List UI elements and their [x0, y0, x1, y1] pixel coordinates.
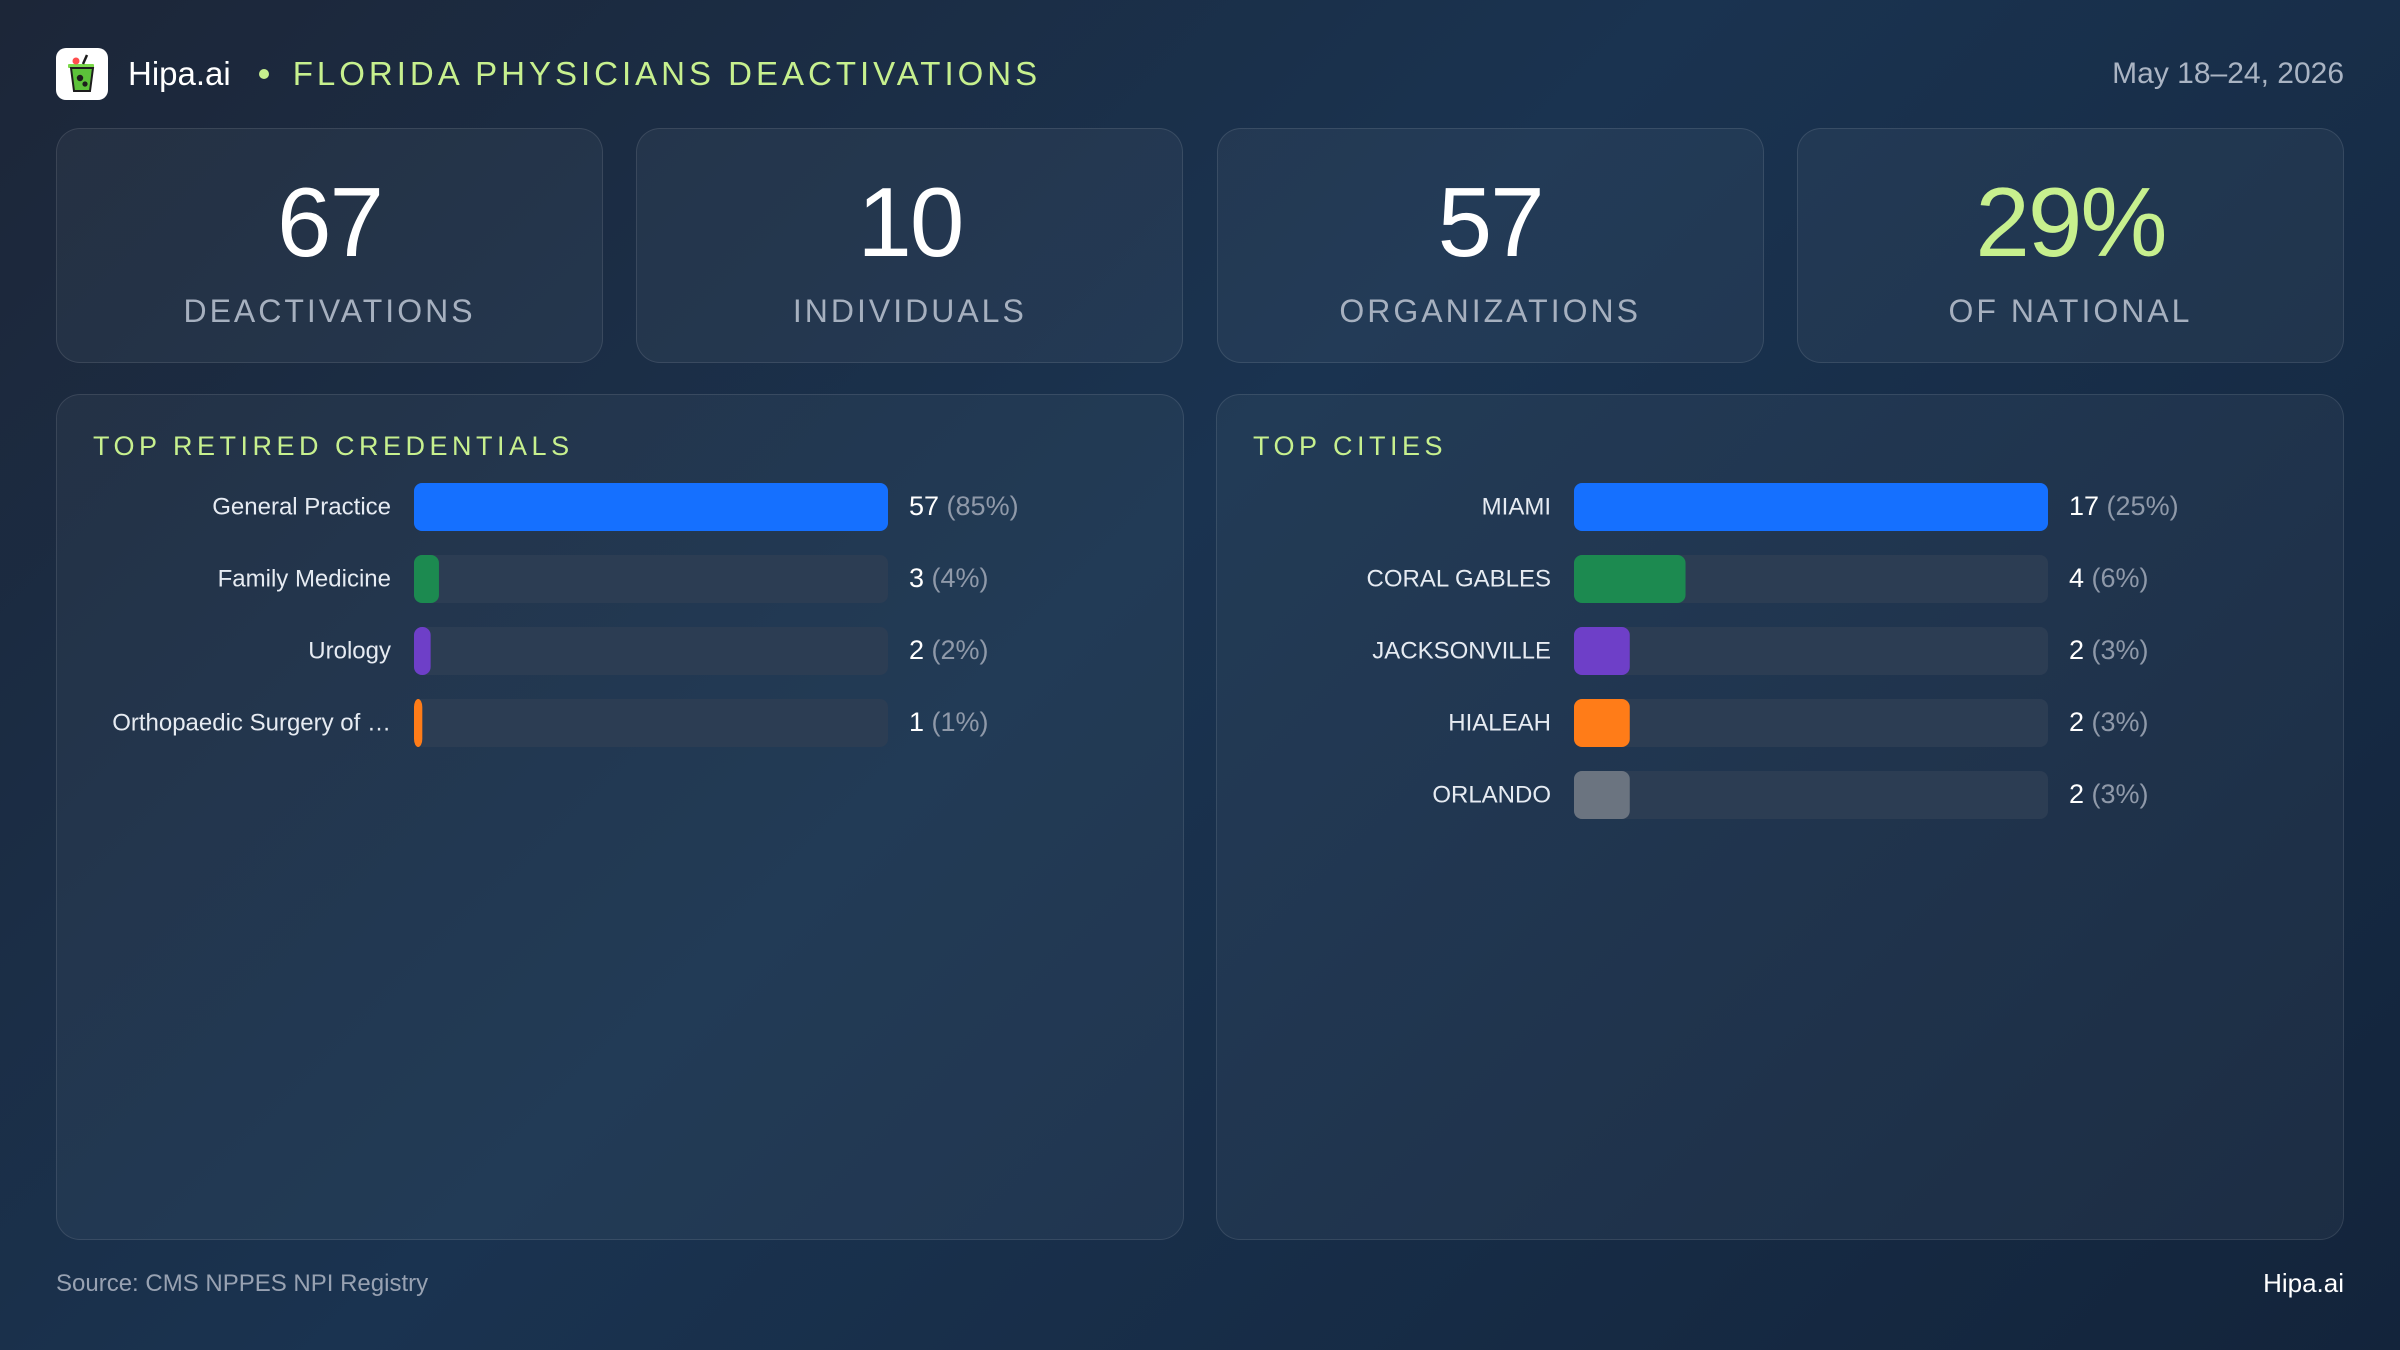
title-separator-dot: [258, 69, 269, 79]
bar-track: [1574, 555, 2048, 603]
kpi-value: 29%: [1975, 167, 2167, 277]
bar-track: [414, 627, 888, 675]
bar-category-label: Orthopaedic Surgery of …: [112, 709, 391, 736]
kpi-value: 57: [1437, 167, 1545, 277]
bar-category-label: Family Medicine: [218, 565, 391, 592]
footer-brand: Hipa.ai: [2263, 1268, 2344, 1298]
bar: [414, 483, 888, 531]
bar-value-label: 2 (3%): [2069, 635, 2149, 665]
page-title: FLORIDA PHYSICIANS DEACTIVATIONS: [292, 55, 1042, 92]
credentials-panel: TOP RETIRED CREDENTIALS General Practice…: [56, 394, 1184, 1240]
panel-title: TOP CITIES: [1253, 431, 1448, 461]
bar-value-label: 2 (2%): [909, 635, 989, 665]
bar: [1574, 771, 1630, 819]
source-note: Source: CMS NPPES NPI Registry: [56, 1270, 429, 1297]
kpi-card-organizations: 57 ORGANIZATIONS: [1216, 128, 1764, 363]
bar: [1574, 555, 1686, 603]
bar-value-label: 2 (3%): [2069, 707, 2149, 737]
bar-track: [1574, 699, 2048, 747]
bar: [414, 555, 439, 603]
cities-bar-chart: MIAMI 17 (25%) CORAL GABLES 4 (6%) JACKSONVI…: [1366, 483, 2179, 819]
bar-value-label: 3 (4%): [909, 563, 989, 593]
kpi-label: DEACTIVATIONS: [183, 293, 476, 329]
bar-value-label: 57 (85%): [909, 491, 1019, 521]
bar-track: [414, 555, 888, 603]
kpi-value: 10: [857, 167, 964, 277]
bar-category-label: MIAMI: [1482, 493, 1551, 520]
kpi-card-national-share: 29% OF NATIONAL: [1796, 128, 2344, 363]
kpi-value: 67: [276, 167, 384, 277]
bar-track: [1574, 771, 2048, 819]
bar: [1574, 627, 1630, 675]
bar-category-label: ORLANDO: [1432, 781, 1551, 808]
bar: [414, 699, 423, 747]
kpi-card-individuals: 10 INDIVIDUALS: [636, 128, 1184, 363]
date-range: May 18–24, 2026: [2112, 57, 2344, 90]
header: Hipa.ai FLORIDA PHYSICIANS DEACTIVATIONS…: [56, 46, 2344, 102]
bar: [1574, 699, 1630, 747]
bar-value-label: 2 (3%): [2069, 779, 2149, 809]
bar-track: [1574, 627, 2048, 675]
bar-category-label: CORAL GABLES: [1366, 565, 1551, 592]
kpi-label: ORGANIZATIONS: [1339, 293, 1641, 329]
bar: [414, 627, 431, 675]
kpi-row: 67 DEACTIVATIONS 10 INDIVIDUALS 57 ORGAN…: [56, 128, 2344, 365]
bar-track: [414, 699, 888, 747]
panel-title: TOP RETIRED CREDENTIALS: [93, 431, 574, 461]
bar-category-label: HIALEAH: [1448, 709, 1551, 736]
kpi-card-deactivations: 67 DEACTIVATIONS: [56, 128, 603, 363]
bar-category-label: General Practice: [212, 493, 391, 520]
kpi-label: OF NATIONAL: [1948, 293, 2193, 329]
brand-name: Hipa.ai: [128, 55, 231, 92]
credentials-bar-chart: General Practice 57 (85%) Family Medicine 3…: [112, 483, 1019, 747]
bar-value-label: 1 (1%): [909, 707, 989, 737]
cities-panel: TOP CITIES MIAMI 17 (25%) CORAL GABLES 4 (6…: [1216, 394, 2344, 1240]
bar-value-label: 4 (6%): [2069, 563, 2149, 593]
bar-category-label: JACKSONVILLE: [1372, 637, 1551, 664]
kpi-label: INDIVIDUALS: [792, 293, 1027, 329]
bar: [1574, 483, 2048, 531]
cup-icon: [68, 54, 95, 92]
bar-value-label: 17 (25%): [2069, 491, 2179, 521]
app-logo: [56, 48, 108, 100]
bar-category-label: Urology: [308, 637, 391, 664]
